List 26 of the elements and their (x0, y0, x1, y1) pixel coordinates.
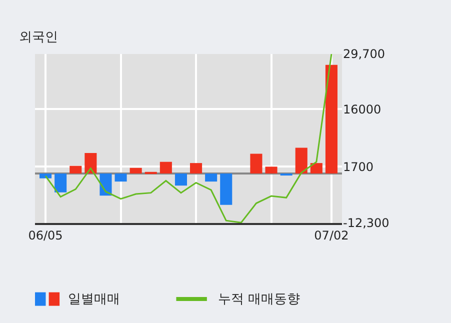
bar (295, 148, 308, 174)
y-tick-label: 29,700 (343, 47, 385, 62)
bar (265, 166, 278, 174)
bar (84, 152, 97, 174)
bar (54, 174, 67, 192)
bar (205, 174, 218, 182)
bar (130, 168, 142, 174)
chart-title: 외국인 (19, 30, 58, 45)
y-tick-label: -12,300 (343, 216, 390, 230)
legend-label: 누적 매매동향 (218, 292, 300, 307)
bar (190, 163, 202, 174)
bar (40, 174, 52, 178)
bar (114, 174, 127, 182)
x-tick-label: 07/02 (314, 228, 349, 242)
bar (174, 174, 187, 186)
bar (220, 174, 232, 205)
y-tick-label: 16000 (343, 102, 382, 116)
bar (250, 154, 262, 174)
bar (325, 64, 338, 174)
bar (160, 162, 172, 174)
bar (70, 166, 82, 174)
y-tick-label: 1700 (343, 160, 374, 174)
line-series (44, 54, 332, 223)
legend-label: 일별매매 (68, 292, 120, 307)
x-tick-label: 06/05 (28, 228, 63, 242)
bar (310, 163, 322, 174)
